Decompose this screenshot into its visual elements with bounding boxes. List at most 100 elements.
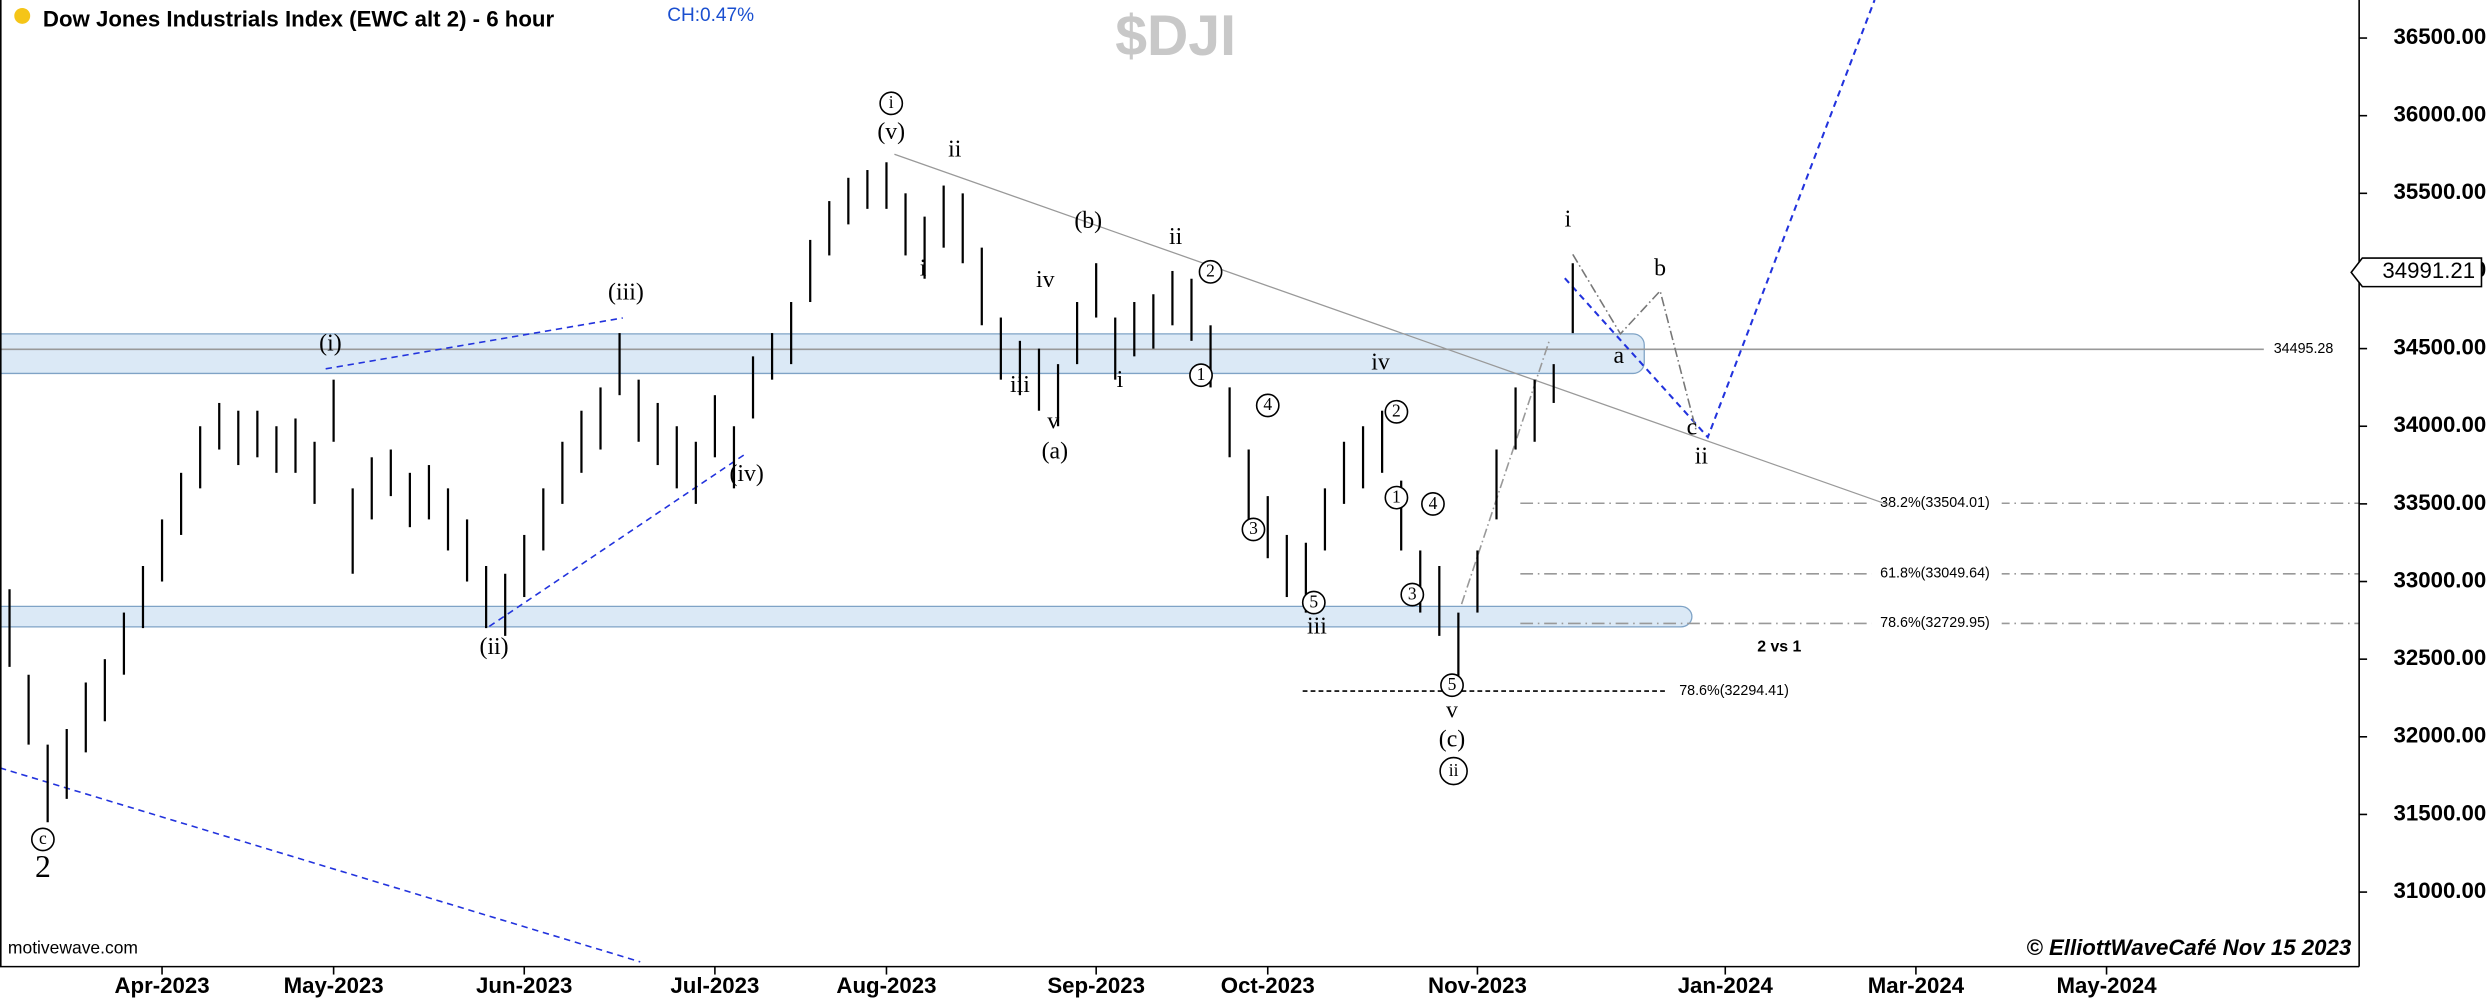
level-label: 34495.28 — [2274, 341, 2334, 357]
wave-label: (c) — [1439, 726, 1465, 752]
label-circle — [30, 827, 55, 852]
wave-label: b — [1654, 256, 1666, 282]
wave-label: ii — [948, 136, 962, 162]
wave-label: 5 — [1309, 591, 1318, 611]
wave-label: (ii) — [480, 634, 509, 660]
y-tick-label: 36500.00 — [2394, 24, 2487, 49]
wave-label: iii — [1010, 372, 1030, 398]
y-tick-label: 35500.00 — [2394, 179, 2487, 204]
x-tick-label: May-2023 — [284, 973, 384, 998]
wave-label: a — [1614, 343, 1625, 369]
change: CH:0.47% — [667, 5, 754, 26]
wave-label: 1 — [1392, 486, 1401, 506]
price-bars — [8, 162, 1574, 823]
wave-label: 2 — [1392, 401, 1401, 421]
level-label-box — [1871, 613, 2002, 633]
x-tick-label: Mar-2024 — [1868, 973, 1965, 998]
status-dot — [14, 7, 31, 24]
y-tick-label: 31000.00 — [2394, 878, 2487, 903]
level-label-box — [1871, 564, 2002, 584]
label-circle — [1301, 590, 1326, 615]
wave-labels: (i)(ii)(iii)(iv)(v)iii iviiiv(a)(b)iiiivi… — [30, 91, 1708, 884]
label-circle — [1440, 673, 1464, 698]
wave-label: i — [1117, 367, 1124, 393]
credit: © ElliottWaveCafé Nov 15 2023 — [2026, 935, 2351, 960]
level-label: 38.2%(33504.01) — [1880, 495, 1990, 511]
y-tick-label: 32500.00 — [2394, 645, 2487, 670]
level-label: 78.6%(32294.41) — [1679, 683, 1789, 699]
label-circle — [1400, 582, 1425, 607]
level-label-box — [2265, 338, 2345, 361]
x-tick-label: Apr-2023 — [114, 973, 209, 998]
trendline — [0, 767, 641, 963]
x-tick-label: Sep-2023 — [1047, 973, 1145, 998]
note: 2 vs 1 — [1757, 638, 1801, 655]
y-tick-label: 33000.00 — [2394, 567, 2487, 592]
wave-label: (iv) — [729, 461, 763, 487]
wave-label: 2 — [1206, 261, 1215, 281]
label-circle — [1421, 492, 1445, 516]
y-tick-label: 31500.00 — [2394, 800, 2487, 825]
label-circle — [1189, 363, 1213, 388]
wave-label: (v) — [877, 119, 905, 145]
watermark: $DJI — [1115, 4, 1236, 68]
wave-label: i — [920, 256, 927, 282]
y-tick-label: 33500.00 — [2394, 490, 2487, 515]
wave-label: iv — [1371, 350, 1390, 376]
wave-label: (b) — [1074, 208, 1102, 234]
x-tick-label: Jan-2024 — [1678, 973, 1774, 998]
zone — [0, 605, 1693, 628]
y-tick-label: 36000.00 — [2394, 102, 2487, 127]
wave-label: iii — [1307, 613, 1327, 639]
wave-label: (iii) — [608, 280, 644, 306]
level-label-box — [1871, 493, 2002, 513]
wave-label: i — [889, 92, 894, 112]
chart-title: Dow Jones Industrials Index (EWC alt 2) … — [43, 7, 555, 32]
level-label: 78.6%(32729.95) — [1880, 615, 1990, 631]
wave-label: ii — [1169, 224, 1183, 250]
source: motivewave.com — [8, 938, 138, 958]
trendline — [894, 153, 1891, 507]
x-tick-label: May-2024 — [2057, 973, 2158, 998]
trendline — [488, 452, 748, 628]
label-circle — [1255, 393, 1280, 418]
wave-label: iv — [1036, 267, 1055, 293]
wave-label: 4 — [1429, 493, 1438, 513]
wave-label: c — [1687, 415, 1698, 441]
x-tick-label: Jun-2023 — [476, 973, 572, 998]
label-circle — [1241, 517, 1266, 542]
label-circle — [1384, 399, 1409, 424]
label-circle — [1439, 756, 1468, 786]
x-tick-label: Nov-2023 — [1428, 973, 1527, 998]
y-tick-label: 32000.00 — [2394, 723, 2487, 748]
y-tick-label: 34500.00 — [2394, 334, 2487, 359]
level-label: 61.8%(33049.64) — [1880, 566, 1990, 582]
label-circle — [1198, 259, 1223, 284]
level-label-box — [1676, 681, 1807, 701]
levels: 34495.28 38.2%(33504.01) 61.8%(33049.64) 78… — [0, 338, 2360, 701]
axes: 31000.00 31500.00 32000.00 32500.00 33000.00… — [114, 24, 2486, 998]
zone — [0, 333, 1645, 375]
wave-label: 2 — [35, 849, 51, 884]
y-tick-label: 34000.00 — [2394, 412, 2487, 437]
wave-label: 1 — [1197, 364, 1206, 384]
wave-label: 3 — [1408, 583, 1417, 603]
label-circle — [879, 91, 904, 116]
zones — [0, 333, 1693, 628]
wave-label: 4 — [1263, 394, 1272, 414]
label-circle — [1384, 485, 1409, 510]
x-tick-label: Aug-2023 — [836, 973, 936, 998]
wave-label: (i) — [319, 330, 341, 356]
wave-label: 5 — [1448, 674, 1457, 694]
wave-label: (a) — [1042, 439, 1068, 465]
projection — [1564, 0, 1876, 440]
trendline — [325, 317, 623, 370]
wave-label: ii — [1449, 760, 1459, 780]
wave-label: i — [1565, 206, 1572, 232]
x-tick-label: Oct-2023 — [1221, 973, 1315, 998]
last-price-box — [2350, 257, 2483, 288]
x-tick-label: Jul-2023 — [670, 973, 759, 998]
